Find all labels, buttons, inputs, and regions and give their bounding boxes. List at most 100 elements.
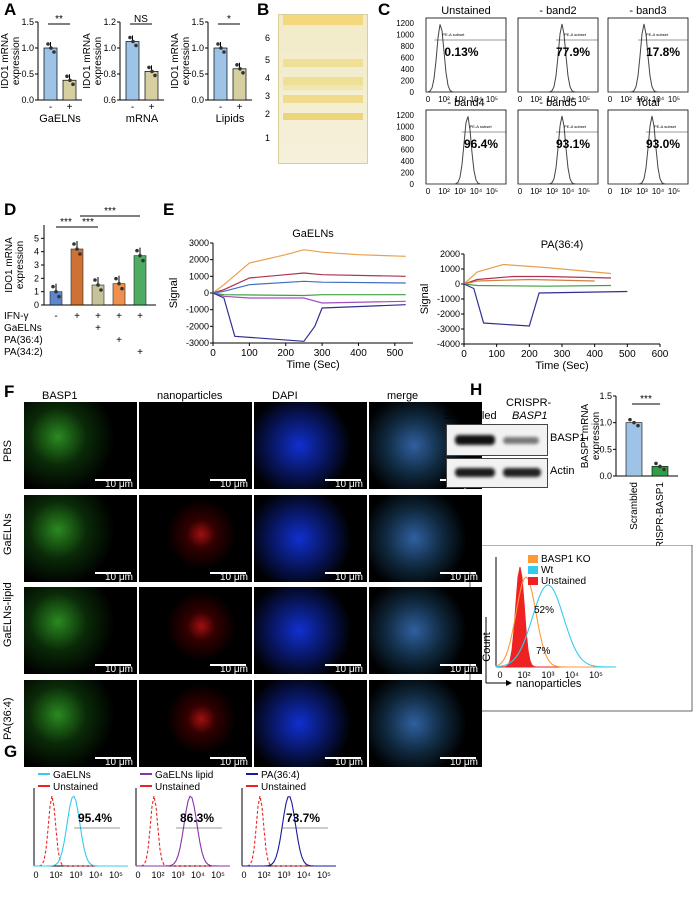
- e-xtick: 400: [586, 349, 603, 360]
- d-point: [114, 276, 118, 281]
- c-percent: 0.13%: [444, 45, 478, 59]
- c-xtick: 10⁴: [562, 95, 575, 104]
- f-col-header: BASP1: [42, 390, 78, 402]
- a-cond: +: [237, 102, 243, 113]
- c-xtick: 10⁴: [562, 187, 575, 196]
- c-ytick: 1000: [396, 123, 414, 132]
- a-point: [222, 50, 226, 54]
- a-point: [238, 67, 242, 71]
- c-xtick: 10³: [636, 95, 648, 104]
- i-percent: 7%: [536, 646, 551, 657]
- c-ytick: 400: [401, 157, 415, 166]
- a-cond: +: [67, 102, 73, 113]
- f-micrograph: 10 μm: [24, 402, 137, 489]
- d-bar: [49, 291, 63, 306]
- svg-text:expression: expression: [11, 37, 22, 85]
- c-xtick: 10⁵: [668, 187, 680, 196]
- a-ytick: 1.0: [103, 43, 116, 53]
- e-ytick: -1000: [186, 305, 209, 315]
- i-legend: BASP1 KO: [541, 554, 591, 565]
- c-ytick: 0: [410, 88, 415, 97]
- i-xtick: 10⁵: [589, 670, 603, 680]
- d-mark: +: [95, 323, 101, 334]
- c-xtick: 10²: [530, 187, 542, 196]
- c-histogram: [608, 23, 688, 93]
- svg-text:IDO1 mRNA: IDO1 mRNA: [4, 237, 15, 293]
- f-micrograph: 10 μm: [369, 587, 482, 674]
- i-histogram: [495, 576, 616, 668]
- g-xtick: 0: [241, 870, 246, 880]
- c-xtick: 0: [426, 95, 431, 104]
- panel-d-chart: IDO1 mRNA expression 0 1 2 3 4 5 *** *** *** IFN-γ -…: [4, 206, 156, 358]
- svg-text:PE-A subset: PE-A subset: [646, 32, 669, 37]
- i-legend-swatch: [528, 566, 538, 574]
- f-scale-label: 10 μm: [450, 664, 478, 674]
- e-xtick: 0: [461, 349, 467, 360]
- e-ytick: -1000: [437, 294, 460, 304]
- c-title: Total: [636, 98, 659, 109]
- e-sensorgram: [212, 292, 406, 304]
- c-xtick: 10²: [530, 95, 542, 104]
- tlc-band-label: 2: [265, 109, 271, 119]
- c-xtick: 10³: [454, 95, 466, 104]
- a-xlabel: GaELNs: [39, 113, 81, 125]
- svg-text:IDO1 mRNA: IDO1 mRNA: [82, 33, 93, 89]
- g-legend: Unstained: [155, 782, 200, 793]
- f-micrograph: 10 μm: [24, 495, 137, 582]
- e-ytick: -2000: [186, 321, 209, 331]
- d-ytick: 0: [34, 300, 39, 310]
- e-sensorgram: [212, 272, 406, 294]
- c-ytick: 800: [401, 42, 415, 51]
- c-percent: 93.1%: [556, 137, 590, 151]
- c-xtick: 10³: [546, 187, 558, 196]
- c-xtick: 10⁵: [486, 187, 498, 196]
- c-xtick: 10⁵: [486, 95, 498, 104]
- a-xlabel: mRNA: [126, 113, 159, 125]
- f-row-label: GaELNs: [2, 513, 14, 555]
- e-xtick: 400: [350, 348, 367, 359]
- svg-text:expression: expression: [591, 412, 602, 460]
- i-xtick: 10⁴: [565, 670, 579, 680]
- a-ytick: 1.5: [191, 17, 204, 27]
- i-legend: Wt: [541, 565, 553, 576]
- g-xtick: 10⁵: [317, 870, 331, 880]
- a-point: [216, 42, 220, 46]
- i-legend-swatch: [528, 555, 538, 563]
- d-point: [120, 286, 124, 291]
- c-percent: 17.8%: [646, 45, 680, 59]
- e-title: PA(36:4): [541, 240, 584, 251]
- g-percent: 73.7%: [286, 811, 320, 825]
- c-histogram: [425, 24, 506, 93]
- svg-text:BASP1 mRNA: BASP1 mRNA: [580, 403, 591, 468]
- d-ytick: 1: [34, 287, 39, 297]
- blot-label-basp1: BASP1: [550, 432, 586, 444]
- g-xtick: 10⁴: [89, 870, 103, 880]
- a-point: [150, 69, 154, 74]
- g-histogram: [33, 795, 128, 867]
- d-sig: ***: [60, 217, 72, 228]
- svg-text:PE-A subset: PE-A subset: [654, 124, 677, 129]
- e-xtick: 100: [241, 348, 258, 359]
- g-legend: Unstained: [261, 782, 306, 793]
- panel-label-e: E: [163, 200, 175, 219]
- f-scale-label: 10 μm: [105, 664, 133, 674]
- lane-label-basp1: BASP1: [512, 410, 548, 422]
- g-histogram: [136, 795, 230, 867]
- e-ytick: 3000: [189, 238, 209, 248]
- a-bar: [43, 47, 58, 101]
- h-ytick: 0.0: [599, 471, 612, 481]
- f-micrograph: 10 μm: [139, 402, 252, 489]
- a-ytick: 1.5: [21, 17, 34, 27]
- c-xtick: 10⁴: [652, 187, 665, 196]
- d-point: [51, 284, 55, 289]
- a-point: [46, 42, 50, 46]
- c-title: - band4: [447, 98, 484, 109]
- a-ylabel: IDO1 mRNA expression: [82, 33, 104, 89]
- c-histogram: [426, 116, 506, 185]
- c-xtick: 10²: [438, 187, 450, 196]
- a-cond: -: [131, 102, 134, 113]
- panel-label-d: D: [4, 200, 17, 219]
